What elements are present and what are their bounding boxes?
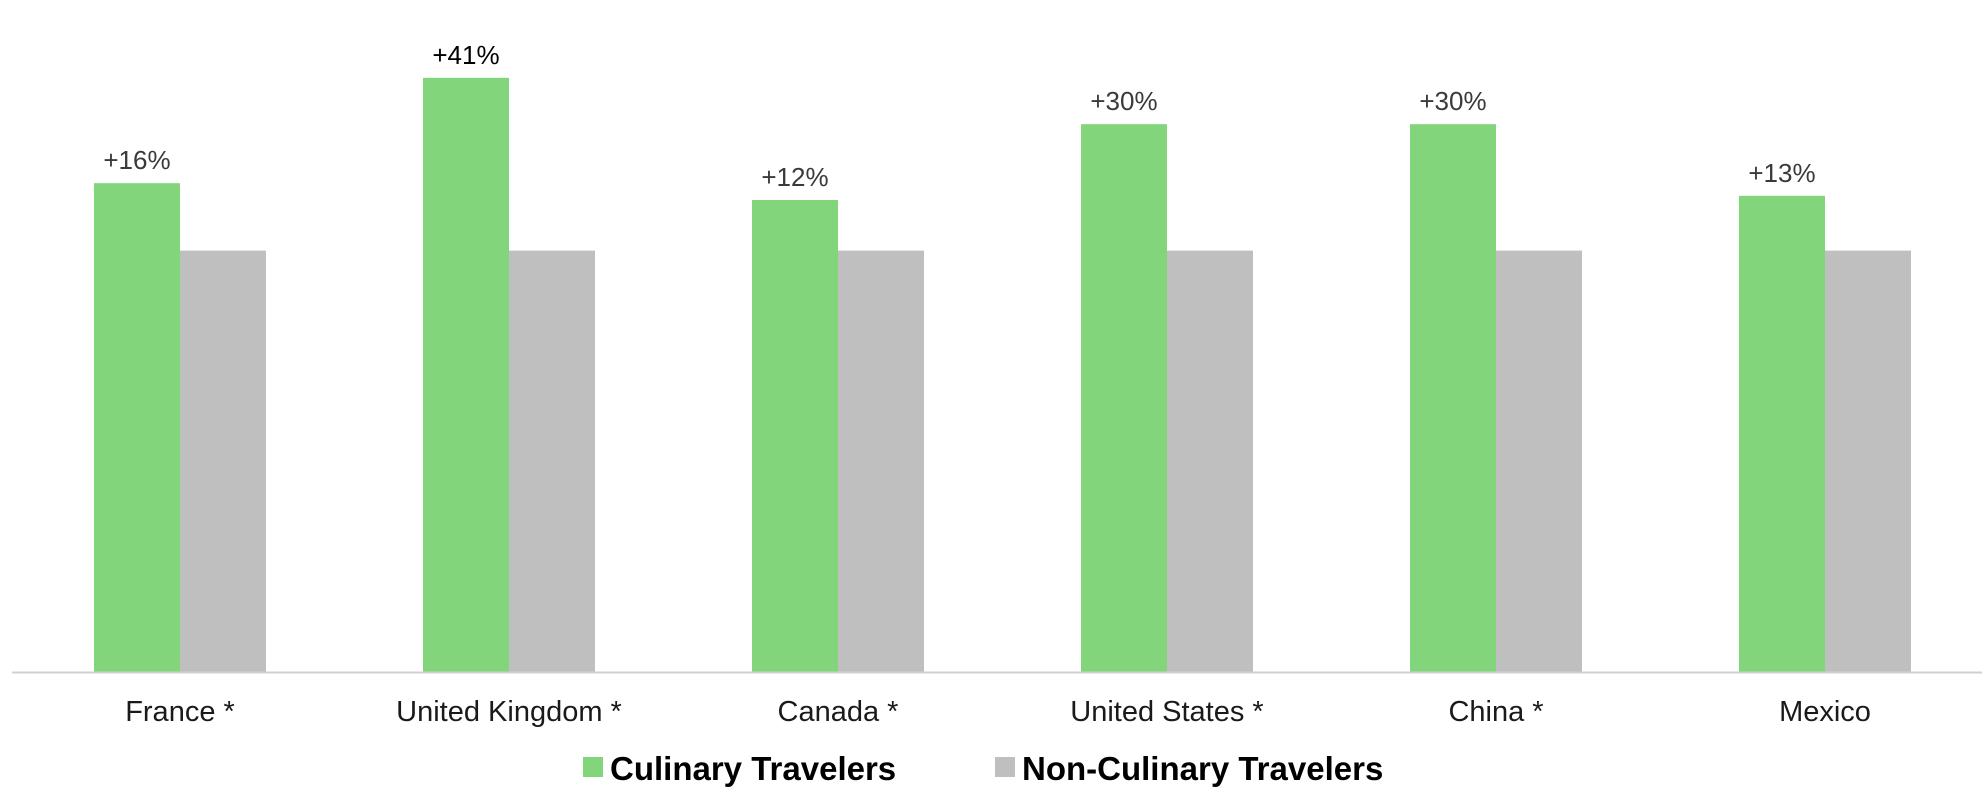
bar-culinary-3 [1081,124,1167,673]
data-label-4: +30% [1419,86,1486,116]
bar-non-culinary-0 [180,250,266,672]
bar-non-culinary-4 [1496,250,1582,672]
category-label-2: Canada * [778,696,899,728]
bar-non-culinary-5 [1825,250,1911,672]
category-label-3: United States * [1070,696,1263,728]
bar-culinary-2 [752,200,838,673]
data-label-0: +16% [103,145,170,175]
bars-group [94,77,1911,673]
category-label-0: France * [125,696,235,728]
category-labels-group: France * United Kingdom * Canada * United S… [125,696,1871,728]
data-label-1: +41% [432,40,499,70]
legend-label-non-culinary: Non-Culinary Travelers [1022,750,1383,787]
legend-swatch-non-culinary [995,757,1015,777]
legend-swatch-culinary [583,757,603,777]
bar-non-culinary-3 [1167,250,1253,672]
data-label-2: +12% [761,162,828,192]
category-label-1: United Kingdom * [396,696,622,728]
bar-culinary-1 [423,77,509,673]
legend: Culinary Travelers Non-Culinary Travelers [583,750,1383,787]
bar-culinary-4 [1410,124,1496,673]
category-label-4: China * [1448,696,1543,728]
bar-non-culinary-2 [838,250,924,672]
data-label-3: +30% [1090,86,1157,116]
category-label-5: Mexico [1779,696,1871,728]
data-labels-group: +16% +41% +12% +30% +30% +13% [103,40,1815,192]
data-label-5: +13% [1748,158,1815,188]
bar-culinary-0 [94,183,180,672]
bar-non-culinary-1 [509,250,595,672]
bar-culinary-5 [1739,195,1825,672]
legend-label-culinary: Culinary Travelers [610,750,896,787]
